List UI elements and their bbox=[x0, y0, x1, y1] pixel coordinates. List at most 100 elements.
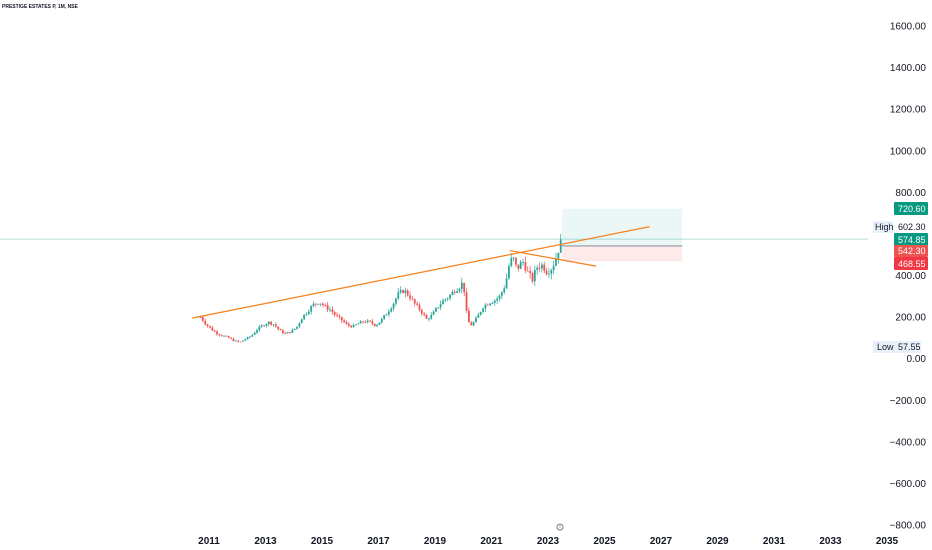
last-price-badge-text: 574.85 bbox=[898, 235, 926, 245]
candle-body bbox=[482, 308, 484, 312]
y-tick-label: 1600.00 bbox=[890, 22, 927, 33]
candle-body bbox=[449, 294, 451, 299]
entry-badge-text: 542.30 bbox=[898, 246, 926, 256]
candle-body bbox=[392, 303, 395, 309]
low-value: 57.55 bbox=[898, 342, 921, 352]
candle-body bbox=[456, 291, 459, 293]
x-tick-label: 2021 bbox=[480, 536, 503, 547]
x-axis[interactable]: 2011 2013 2015 2017 2019 2021 2023 2025 2027 2029… bbox=[198, 536, 898, 547]
y-tick-label: 1400.00 bbox=[890, 63, 927, 74]
trendline-2[interactable] bbox=[509, 249, 597, 267]
x-tick-label: 2033 bbox=[819, 536, 842, 547]
candle-body bbox=[540, 264, 543, 269]
candle-body bbox=[435, 307, 437, 312]
candle-body bbox=[277, 326, 280, 330]
candle-body bbox=[307, 311, 310, 314]
candle-body bbox=[352, 324, 355, 328]
candle-body bbox=[498, 295, 501, 299]
candle-body bbox=[439, 304, 442, 308]
trendline-1[interactable] bbox=[191, 226, 650, 319]
candle-body bbox=[289, 332, 291, 333]
candle-body bbox=[329, 309, 331, 311]
candle-body bbox=[437, 307, 440, 309]
candle-body bbox=[515, 257, 517, 265]
candle-body bbox=[282, 330, 284, 334]
candle-body bbox=[274, 324, 277, 327]
candle-body bbox=[460, 282, 463, 289]
candle-body bbox=[300, 319, 303, 324]
candle-body bbox=[470, 322, 473, 326]
candle-body bbox=[453, 291, 456, 293]
candle-body bbox=[416, 303, 419, 305]
candle-body bbox=[362, 321, 364, 323]
candle-body bbox=[326, 305, 329, 310]
y-tick-label: 200.00 bbox=[895, 313, 926, 324]
candle-body bbox=[543, 264, 546, 271]
candle-body bbox=[519, 262, 522, 269]
candle-body bbox=[242, 340, 244, 342]
candle-body bbox=[479, 311, 482, 315]
candle-body bbox=[267, 321, 270, 325]
candle-body bbox=[395, 298, 397, 304]
candle-body bbox=[380, 318, 383, 323]
candle-body bbox=[227, 336, 230, 338]
x-tick-label: 2031 bbox=[763, 536, 786, 547]
candle-body bbox=[503, 288, 506, 293]
y-tick-label: −400.00 bbox=[890, 437, 927, 448]
candle-body bbox=[409, 295, 411, 299]
candle-body bbox=[357, 323, 360, 325]
entry-badge bbox=[894, 245, 928, 257]
candle-body bbox=[364, 322, 367, 323]
candle-body bbox=[387, 311, 390, 315]
candle-body bbox=[430, 314, 433, 319]
candle-body bbox=[423, 313, 426, 315]
candle-body bbox=[522, 262, 524, 263]
x-tick-label: 2029 bbox=[706, 536, 729, 547]
candle-body bbox=[404, 290, 407, 293]
candle-body bbox=[291, 329, 294, 333]
trendlines-group[interactable] bbox=[191, 226, 650, 319]
time-marker-icon[interactable] bbox=[556, 523, 564, 531]
x-tick-label: 2019 bbox=[424, 536, 447, 547]
candle-body bbox=[500, 292, 503, 296]
candle-body bbox=[399, 290, 402, 293]
candle-body bbox=[505, 278, 508, 289]
candle-body bbox=[355, 324, 357, 326]
candle-body bbox=[272, 324, 275, 326]
candle-body bbox=[331, 309, 334, 313]
candle-body bbox=[345, 322, 348, 324]
candle-body bbox=[533, 269, 536, 282]
candle-body bbox=[538, 267, 541, 269]
candle-body bbox=[350, 325, 353, 328]
candle-body bbox=[489, 303, 491, 306]
candle-body bbox=[239, 341, 242, 343]
x-tick-label: 2015 bbox=[311, 536, 334, 547]
candle-body bbox=[545, 270, 548, 275]
candle-body bbox=[508, 266, 510, 279]
candle-body bbox=[442, 300, 444, 305]
candle-body bbox=[213, 330, 216, 332]
y-tick-label: 800.00 bbox=[895, 188, 926, 199]
candle-body bbox=[286, 332, 289, 334]
candle-body bbox=[338, 315, 341, 317]
x-tick-label: 2017 bbox=[367, 536, 390, 547]
candle-body bbox=[296, 326, 298, 329]
candle-body bbox=[246, 337, 249, 340]
stop-zone[interactable] bbox=[562, 245, 683, 262]
high-value: 602.30 bbox=[898, 222, 926, 232]
candle-body bbox=[237, 340, 240, 342]
candle-body bbox=[199, 317, 202, 318]
candle-body bbox=[413, 299, 416, 304]
candle-body bbox=[552, 265, 555, 271]
y-axis[interactable]: 1600.00 1400.00 1200.00 1000.00 800.00 400.00… bbox=[890, 22, 927, 532]
candle-body bbox=[260, 325, 263, 327]
stop-badge-text: 468.55 bbox=[898, 259, 926, 269]
candle-body bbox=[548, 273, 550, 275]
position-zones[interactable] bbox=[562, 208, 683, 262]
candle-body bbox=[284, 333, 287, 334]
candle-body bbox=[209, 325, 211, 328]
candle-body bbox=[279, 329, 282, 331]
candle-body bbox=[366, 320, 369, 323]
candle-body bbox=[312, 303, 315, 307]
